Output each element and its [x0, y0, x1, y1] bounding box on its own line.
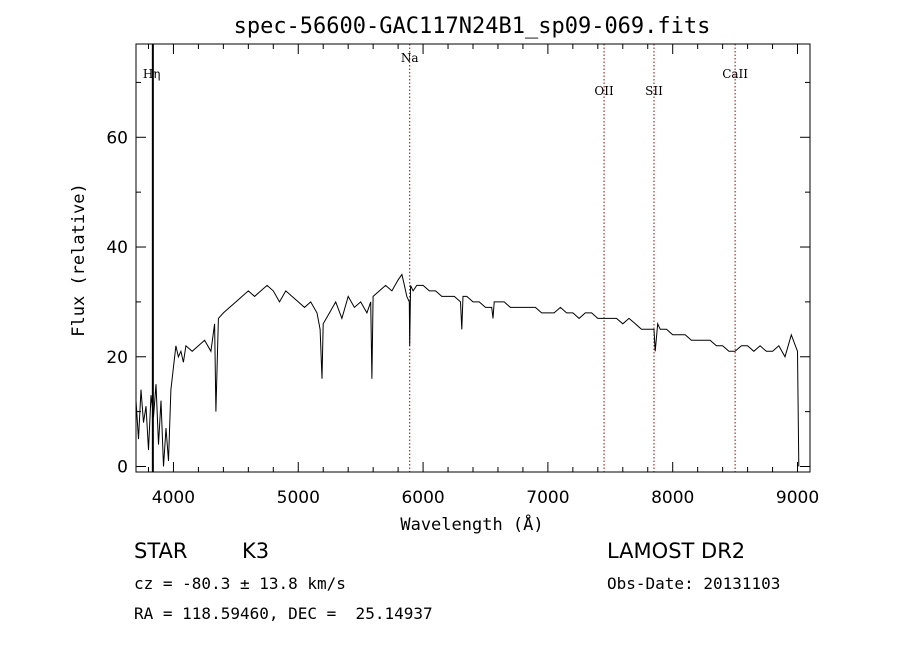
plot-area: Hη Na OII SII CaII 4000 5000 6000 7000 8000 9000 0 2… [106, 43, 819, 508]
y-tick-label-20: 20 [106, 348, 128, 368]
x-axis-label: Wavelength (Å) [400, 513, 543, 535]
line-label-0: Hη [143, 67, 161, 81]
line-label-2: OII [594, 84, 614, 98]
y-tick-label-60: 60 [106, 128, 128, 148]
x-tick-label-9000: 9000 [776, 488, 819, 508]
class-label: STAR [134, 539, 188, 563]
plot-frame [135, 43, 811, 473]
x-tick-label-6000: 6000 [401, 488, 444, 508]
x-tick-label-5000: 5000 [277, 488, 320, 508]
x-tick-label-4000: 4000 [152, 488, 195, 508]
chart-title: spec-56600-GAC117N24B1_sp09-069.fits [234, 14, 711, 39]
y-tick-label-0: 0 [117, 458, 128, 478]
line-label-3: SII [645, 84, 663, 98]
survey-label: LAMOST DR2 [607, 539, 746, 563]
line-label-1: Na [401, 51, 419, 65]
redshift-text: cz = -80.3 ± 13.8 km/s [134, 574, 346, 593]
x-tick-label-8000: 8000 [651, 488, 694, 508]
coordinates-text: RA = 118.59460, DEC = 25.14937 [134, 604, 433, 623]
spectrum-chart: spec-56600-GAC117N24B1_sp09-069.fits Hη N… [69, 14, 819, 535]
spectrum-line [135, 273, 800, 467]
x-tick-label-7000: 7000 [526, 488, 569, 508]
y-axis-label: Flux (relative) [69, 183, 89, 337]
obs-date-text: Obs-Date: 20131103 [607, 574, 781, 593]
subclass-label: K3 [242, 539, 270, 563]
y-tick-label-40: 40 [106, 238, 128, 258]
line-label-4: CaII [722, 67, 748, 81]
